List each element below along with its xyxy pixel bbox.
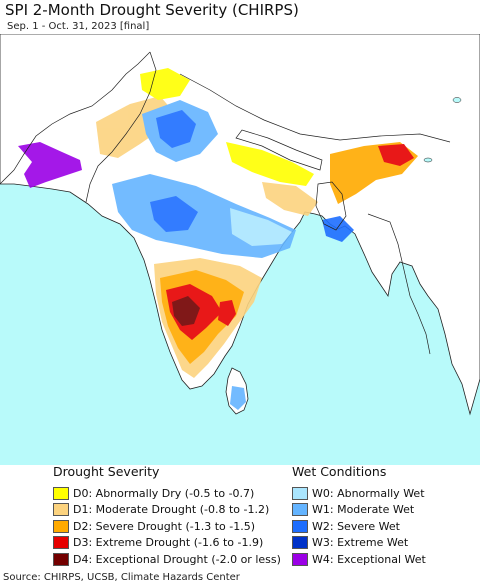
map-title: SPI 2-Month Drought Severity (CHIRPS)	[5, 1, 299, 19]
legend-wet-heading: Wet Conditions	[292, 464, 387, 479]
w2-central-north	[156, 110, 196, 148]
legend-item-d4: D4: Exceptional Drought (-2.0 or less)	[53, 551, 281, 567]
source-credit: Source: CHIRPS, UCSB, Climate Hazards Ce…	[3, 572, 240, 583]
legend-label-d2: D2: Severe Drought (-1.3 to -1.5)	[73, 519, 256, 533]
legend-wet: Wet Conditions W0: Abnormally Wet W1: Mo…	[292, 464, 426, 568]
legend-label-d4: D4: Exceptional Drought (-2.0 or less)	[73, 552, 281, 566]
w2-northeast	[322, 216, 354, 242]
border-bangladesh	[315, 181, 347, 231]
w2-central-india	[150, 196, 198, 232]
legend-item-w1: W1: Moderate Wet	[292, 502, 426, 518]
w0-central-india	[230, 208, 292, 246]
legend-item-d2: D2: Severe Drought (-1.3 to -1.5)	[53, 518, 281, 534]
legend-item-d3: D3: Extreme Drought (-1.6 to -1.9)	[53, 535, 281, 551]
swatch-w0	[292, 486, 308, 500]
swatch-d2	[53, 519, 69, 533]
border-myanmar	[367, 213, 431, 355]
swatch-d0	[53, 486, 69, 500]
d4-peninsula	[172, 296, 200, 326]
d3-northeast	[378, 144, 414, 166]
legend-drought: Drought Severity D0: Abnormally Dry (-0.…	[53, 464, 281, 568]
legend-label-w0: W0: Abnormally Wet	[312, 486, 425, 500]
legend-label-d0: D0: Abnormally Dry (-0.5 to -0.7)	[73, 486, 255, 500]
legend-drought-heading: Drought Severity	[53, 464, 160, 479]
legend-item-d1: D1: Moderate Drought (-0.8 to -1.2)	[53, 502, 281, 518]
swatch-d4	[53, 552, 69, 566]
legend-item-w0: W0: Abnormally Wet	[292, 485, 426, 501]
legend-label-w3: W3: Extreme Wet	[312, 536, 409, 549]
map-subtitle: Sep. 1 - Oct. 31, 2023 [final]	[7, 21, 150, 32]
border-nepal	[235, 129, 323, 171]
border-west	[0, 51, 151, 185]
lake-northeast	[452, 97, 462, 103]
w1-sri-lanka	[230, 386, 246, 410]
swatch-d1	[53, 503, 69, 516]
w4-pakistan	[18, 142, 82, 188]
legend-item-d0: D0: Abnormally Dry (-0.5 to -0.7)	[53, 485, 281, 501]
border-pakistan-india	[85, 51, 157, 203]
drought-map	[0, 34, 480, 465]
d3-southeast	[218, 300, 236, 326]
legend-label-w4: W4: Exceptional Wet	[312, 552, 426, 566]
d0-north-yellow	[140, 68, 190, 100]
lake-east	[423, 157, 433, 163]
legend-label-w1: W1: Moderate Wet	[312, 503, 415, 516]
swatch-w2	[292, 519, 308, 533]
legend-item-w3: W3: Extreme Wet	[292, 535, 426, 551]
border-china	[179, 73, 451, 143]
swatch-d3	[53, 536, 69, 549]
legend-item-w4: W4: Exceptional Wet	[292, 551, 426, 567]
d0-ganges	[226, 142, 314, 186]
legend-label-d1: D1: Moderate Drought (-0.8 to -1.2)	[73, 503, 270, 516]
d1-ganges	[262, 182, 318, 216]
legend-label-d3: D3: Extreme Drought (-1.6 to -1.9)	[73, 536, 264, 549]
swatch-w3	[292, 536, 308, 549]
swatch-w1	[292, 503, 308, 516]
legend-label-w2: W2: Severe Wet	[312, 519, 400, 533]
swatch-w4	[292, 552, 308, 566]
legend-item-w2: W2: Severe Wet	[292, 518, 426, 534]
